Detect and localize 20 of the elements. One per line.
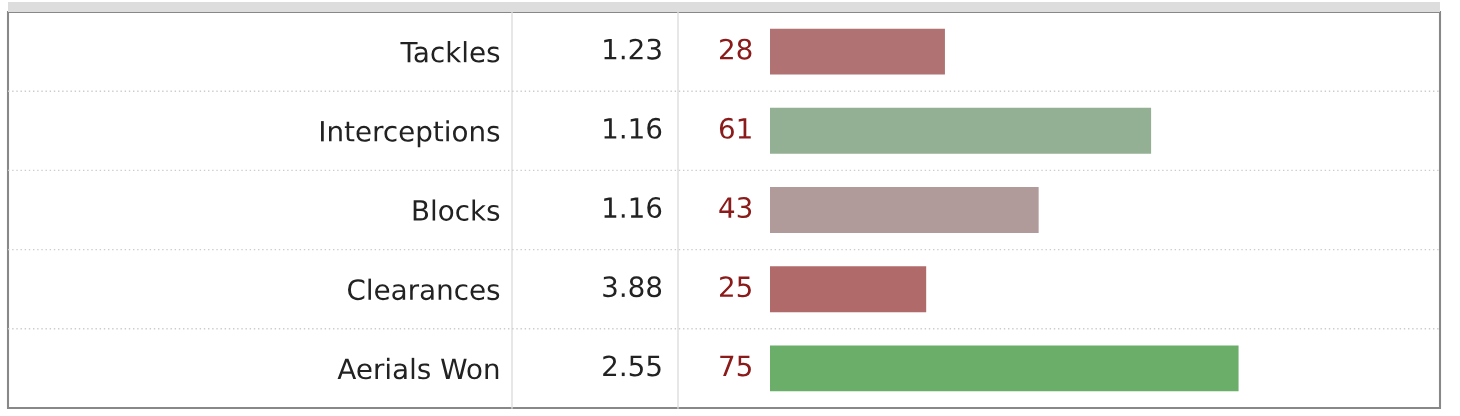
bar — [770, 107, 1152, 154]
data-label: 25 — [720, 276, 751, 298]
data-label: 75 — [720, 355, 751, 377]
y-tick-label: Blocks — [413, 199, 500, 221]
data-label: 28 — [720, 38, 752, 60]
y-tick-label: Interceptions — [321, 120, 500, 148]
bar — [770, 345, 1239, 392]
text: 1.16 — [604, 197, 662, 219]
bar — [770, 187, 1039, 233]
data-label: 61 — [719, 117, 751, 139]
text: 1.16 — [604, 117, 662, 139]
data-label: 43 — [719, 197, 752, 219]
text: 2.55 — [603, 355, 661, 377]
y-tick-label: Tackles — [400, 41, 500, 63]
bar — [770, 266, 927, 313]
text: 1.23 — [604, 38, 661, 60]
text: 3.88 — [603, 276, 662, 298]
y-tick-label: Clearances — [348, 278, 500, 301]
y-tick-label: Aerials Won — [337, 357, 499, 380]
bar — [770, 28, 945, 75]
